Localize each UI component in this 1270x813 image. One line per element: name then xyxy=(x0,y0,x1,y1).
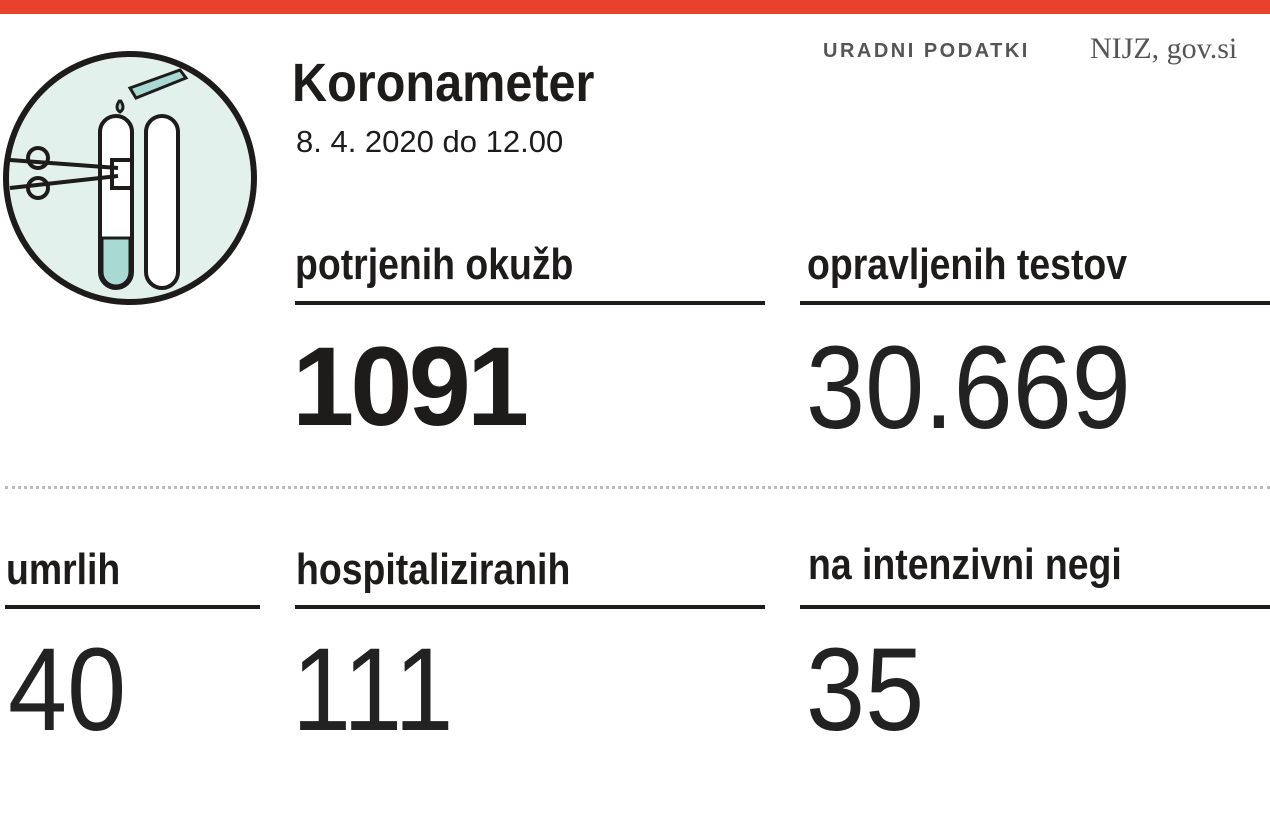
stat-label: na intenzivni negi xyxy=(808,540,1122,589)
stat-value: 30.669 xyxy=(806,322,1131,454)
rule xyxy=(800,301,1270,305)
title: Koronameter xyxy=(292,53,595,113)
stat-value: 111 xyxy=(292,624,454,756)
test-tube-icon xyxy=(3,51,257,305)
stat-label: hospitaliziranih xyxy=(296,545,571,594)
date: 8. 4. 2020 do 12.00 xyxy=(296,124,564,159)
rule xyxy=(800,605,1270,609)
top-bar xyxy=(0,0,1270,14)
source: NIJZ, gov.si xyxy=(1090,32,1238,65)
divider xyxy=(5,486,1270,489)
rule xyxy=(5,605,260,609)
stat-label: opravljenih testov xyxy=(807,240,1128,289)
rule xyxy=(295,301,765,305)
stat-label: umrlih xyxy=(6,545,121,594)
stat-value: 35 xyxy=(806,624,925,756)
stat-label: potrjenih okužb xyxy=(295,240,574,289)
stat-value: 40 xyxy=(8,624,127,756)
source-label: URADNI PODATKI xyxy=(823,40,1030,62)
rule xyxy=(295,605,765,609)
stat-value: 1091 xyxy=(292,324,529,449)
